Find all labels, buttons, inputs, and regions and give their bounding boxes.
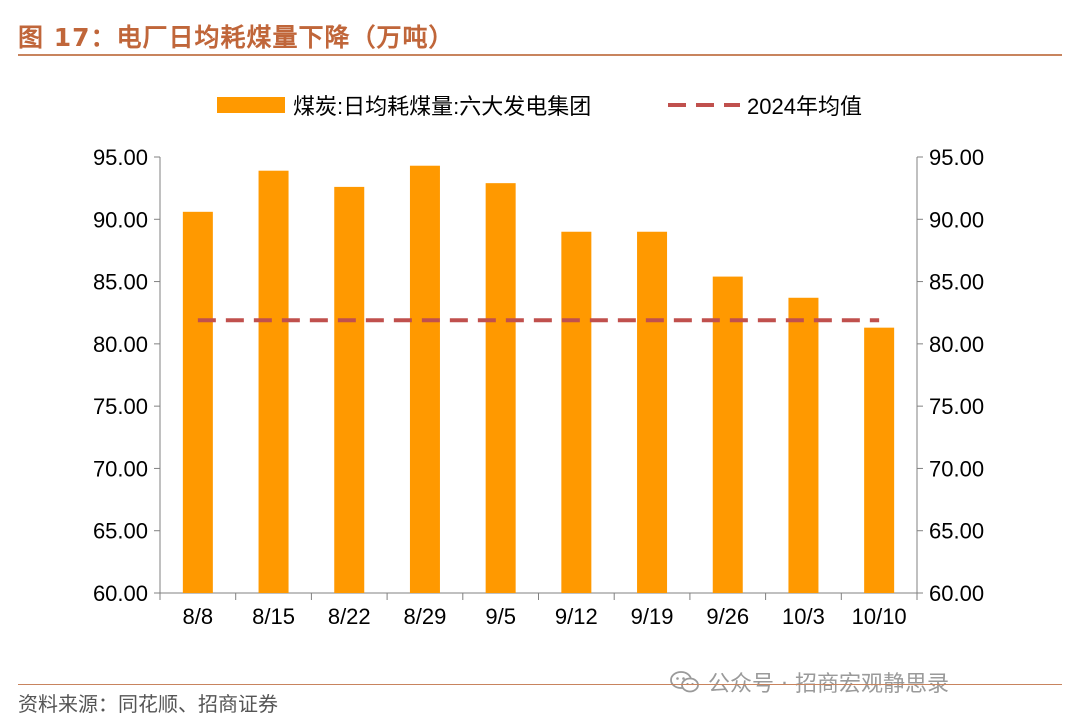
- y-tick-label-left: 95.00: [93, 145, 148, 170]
- y-tick-label-left: 60.00: [93, 581, 148, 606]
- x-tick-label: 8/22: [328, 604, 371, 629]
- bar-9/12: [561, 231, 592, 593]
- legend-bar-label: 煤炭:日均耗煤量:六大发电集团: [293, 94, 591, 119]
- x-tick-label: 9/19: [631, 604, 674, 629]
- y-tick-label-left: 65.00: [93, 519, 148, 544]
- y-tick-label-left: 85.00: [93, 270, 148, 295]
- y-tick-label-right: 65.00: [929, 519, 984, 544]
- x-tick-label: 10/3: [782, 604, 825, 629]
- watermark-text: 公众号 · 招商宏观静思录: [708, 672, 949, 697]
- y-tick-label-left: 70.00: [93, 456, 148, 481]
- y-tick-label-left: 75.00: [93, 394, 148, 419]
- bar-10/10: [864, 327, 895, 593]
- y-tick-label-left: 80.00: [93, 332, 148, 357]
- footer-rule: [18, 684, 1062, 685]
- title-rule: [18, 54, 1062, 56]
- y-tick-label-right: 80.00: [929, 332, 984, 357]
- legend-bar-swatch: [217, 97, 285, 113]
- y-tick-label-right: 60.00: [929, 581, 984, 606]
- wechat-icon: [670, 671, 699, 693]
- x-tick-label: 10/10: [852, 604, 907, 629]
- bar-9/19: [637, 231, 668, 593]
- y-tick-label-right: 90.00: [929, 207, 984, 232]
- x-tick-label: 9/12: [555, 604, 598, 629]
- bar-8/29: [409, 165, 440, 593]
- y-tick-label-right: 85.00: [929, 270, 984, 295]
- figure-title: 图 17：电厂日均耗煤量下降（万吨）: [18, 23, 455, 52]
- watermark: 公众号 · 招商宏观静思录: [670, 666, 949, 698]
- bar-10/3: [788, 297, 819, 593]
- chart-legend: 煤炭:日均耗煤量:六大发电集团 2024年均值: [217, 94, 862, 119]
- y-tick-label-right: 75.00: [929, 394, 984, 419]
- y-tick-label-left: 90.00: [93, 207, 148, 232]
- bar-9/5: [485, 183, 516, 593]
- x-tick-label: 9/26: [706, 604, 749, 629]
- bar-8/15: [258, 170, 289, 593]
- bar-9/26: [712, 276, 743, 593]
- bar-8/8: [182, 211, 213, 593]
- y-tick-label-right: 95.00: [929, 145, 984, 170]
- chart-bars: [182, 165, 895, 593]
- bar-8/22: [334, 186, 365, 593]
- source-note: 资料来源：同花顺、招商证券: [18, 692, 278, 716]
- y-tick-label-right: 70.00: [929, 456, 984, 481]
- x-tick-label: 8/8: [183, 604, 214, 629]
- legend-line-label: 2024年均值: [747, 94, 862, 119]
- x-tick-label: 8/15: [252, 604, 295, 629]
- chart-labels: 60.00 60.00 65.00 65.00 70.00 70.00 75.00 75.00…: [93, 145, 984, 629]
- x-tick-label: 9/5: [485, 604, 516, 629]
- x-tick-label: 8/29: [404, 604, 447, 629]
